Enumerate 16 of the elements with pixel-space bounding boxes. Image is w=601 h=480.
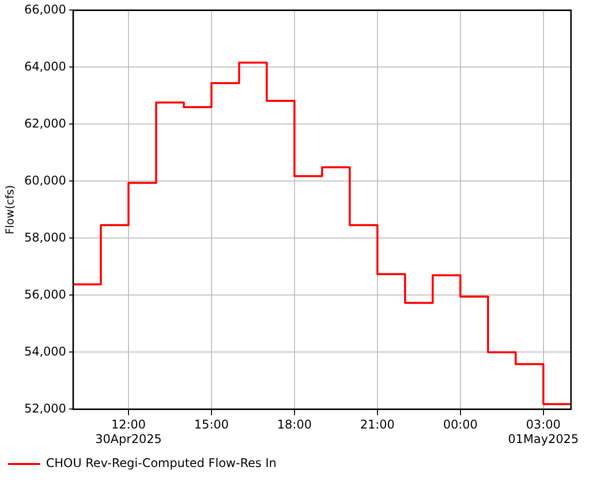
legend-label: CHOU Rev-Regi-Computed Flow-Res In: [46, 456, 276, 470]
x-tick-label: 15:00: [194, 418, 229, 432]
x-tick-label: 03:00 01May2025: [508, 418, 579, 446]
y-tick-label: 52,000: [24, 401, 66, 416]
x-tick-label: 12:00 30Apr2025: [95, 418, 162, 446]
x-tick-label: 18:00: [277, 418, 312, 432]
y-tick-label: 64,000: [24, 59, 66, 74]
y-axis-title: Flow(cfs): [3, 185, 16, 234]
y-tick-label: 60,000: [24, 173, 66, 188]
y-tick-label: 66,000: [24, 2, 66, 16]
x-tick-label: 00:00: [443, 418, 478, 432]
y-tick-label: 62,000: [24, 116, 66, 130]
x-tick-label: 21:00: [360, 418, 395, 432]
y-tick-label: 58,000: [24, 230, 66, 244]
y-tick-label: 54,000: [24, 344, 66, 358]
y-tick-label: 56,000: [24, 287, 66, 302]
